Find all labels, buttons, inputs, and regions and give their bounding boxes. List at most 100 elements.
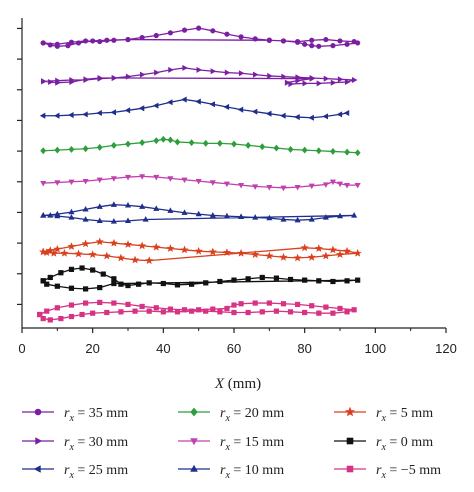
data-point: [300, 243, 309, 252]
data-point: [195, 98, 201, 105]
data-point: [210, 28, 216, 34]
legend-label: rx = 30 mm: [64, 435, 128, 453]
data-point: [181, 96, 187, 103]
data-point: [266, 37, 272, 43]
series-6: [40, 201, 358, 224]
legend-marker: [346, 437, 354, 445]
x-axis: 0 20 40 60 80 100 120: [18, 327, 457, 356]
data-point: [316, 80, 323, 87]
data-point: [322, 214, 329, 220]
data-point: [68, 313, 75, 320]
series-line: [43, 27, 359, 47]
data-point: [181, 27, 188, 33]
data-point: [96, 177, 103, 184]
data-point: [245, 141, 252, 149]
data-point: [145, 256, 154, 265]
data-point: [238, 213, 245, 219]
data-point: [328, 245, 337, 254]
data-point: [302, 309, 308, 316]
data-point: [167, 306, 174, 312]
series-layer: [37, 25, 362, 323]
data-point: [330, 278, 336, 285]
data-point: [266, 214, 273, 221]
series-9: [37, 299, 357, 323]
data-point: [83, 300, 89, 306]
data-point: [316, 278, 322, 284]
data-point: [67, 242, 76, 250]
data-point: [231, 309, 237, 316]
data-point: [351, 76, 358, 84]
data-point: [330, 43, 336, 49]
data-point: [281, 73, 287, 80]
data-point: [58, 270, 64, 276]
data-point: [153, 305, 159, 311]
data-point: [344, 78, 351, 86]
data-point: [224, 31, 230, 37]
data-point: [302, 80, 309, 87]
x-tick-label: 0: [18, 341, 25, 356]
series-line: [43, 241, 359, 262]
data-point: [83, 286, 89, 292]
data-point: [96, 143, 103, 151]
data-point: [343, 109, 350, 117]
data-point: [111, 276, 117, 282]
legend-label: rx = 25 mm: [64, 463, 128, 481]
data-point: [335, 250, 345, 258]
data-point: [65, 43, 71, 49]
data-point: [336, 181, 344, 188]
data-point: [323, 75, 330, 82]
x-tick-label: 20: [85, 341, 99, 356]
data-point: [81, 239, 90, 248]
data-point: [47, 212, 54, 218]
data-point: [40, 40, 46, 46]
data-point: [321, 251, 330, 260]
data-point: [111, 74, 118, 82]
data-point: [102, 251, 111, 260]
data-point: [146, 308, 152, 314]
legend-label: rx = 10 mm: [220, 463, 284, 481]
data-point: [100, 271, 106, 277]
data-point: [196, 25, 202, 31]
legend: rx = 35 mm rx = 30 mm rx = 25 mm rx = 20 mm…: [22, 406, 441, 481]
data-point: [280, 38, 287, 44]
data-point: [60, 248, 69, 257]
data-point: [53, 112, 60, 119]
data-point: [110, 218, 117, 224]
data-point: [68, 285, 75, 291]
data-point: [146, 280, 152, 286]
data-point: [323, 304, 329, 310]
data-point: [131, 255, 140, 264]
data-point: [83, 76, 89, 83]
data-point: [344, 182, 351, 189]
data-point: [123, 240, 133, 248]
data-point: [245, 276, 251, 282]
x-tick-label: 60: [227, 341, 241, 356]
data-point: [167, 176, 174, 182]
data-point: [245, 309, 251, 316]
data-point: [224, 305, 230, 312]
data-point: [237, 248, 246, 257]
data-point: [273, 308, 280, 314]
data-point: [231, 277, 237, 283]
data-point: [53, 244, 62, 253]
data-point: [154, 69, 160, 76]
data-point: [337, 76, 344, 83]
legend-marker: [346, 465, 354, 473]
data-point: [110, 201, 117, 207]
data-point: [44, 308, 50, 314]
data-point: [97, 299, 103, 305]
data-point: [55, 79, 61, 86]
data-point: [344, 41, 350, 47]
series-line: [43, 204, 355, 223]
data-point: [308, 114, 314, 121]
legend-marker: [34, 408, 42, 416]
data-point: [315, 147, 322, 155]
data-point: [95, 237, 104, 246]
legend-label: rx = 20 mm: [220, 406, 284, 424]
data-point: [194, 246, 203, 255]
data-point: [208, 247, 217, 256]
data-point: [125, 36, 131, 43]
data-point: [39, 112, 46, 119]
data-point: [68, 266, 75, 272]
data-point: [355, 40, 361, 46]
